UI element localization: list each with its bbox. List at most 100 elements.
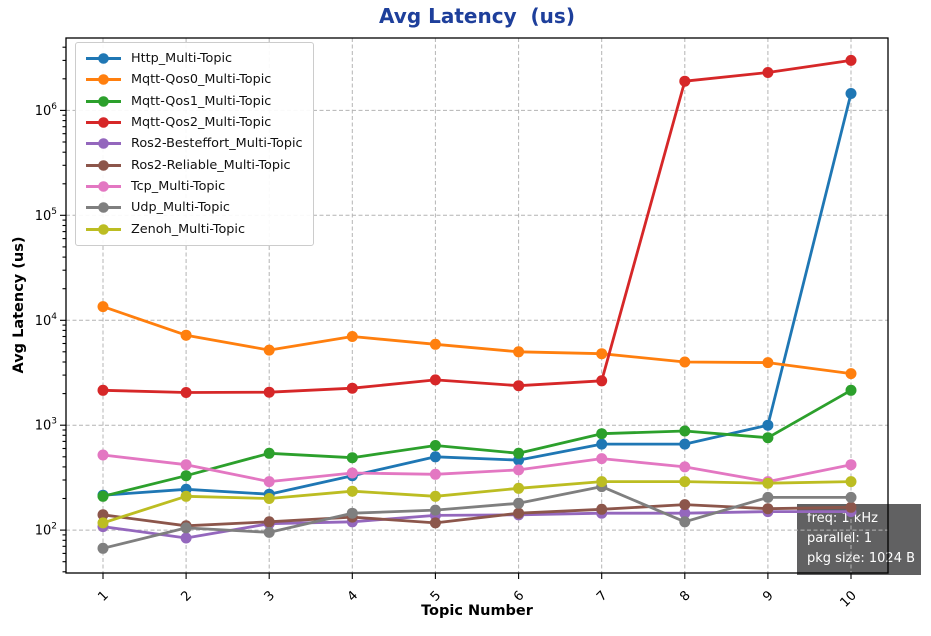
- legend-item-Udp_Multi-Topic: Udp_Multi-Topic: [85, 197, 303, 218]
- series-line: [102, 59, 852, 394]
- legend-item-Ros2-Besteffort_Multi-Topic: Ros2-Besteffort_Multi-Topic: [85, 133, 303, 154]
- data-point-marker: [596, 438, 608, 450]
- legend-label: Zenoh_Multi-Topic: [131, 221, 245, 237]
- legend-item-Mqtt-Qos1_Multi-Topic: Mqtt-Qos1_Multi-Topic: [85, 91, 303, 112]
- data-point-marker: [97, 509, 109, 521]
- series-line: [102, 453, 852, 484]
- plot-border: [65, 37, 889, 574]
- data-point-marker: [346, 331, 358, 342]
- data-point-marker: [180, 459, 192, 471]
- legend-line-marker-icon: [86, 159, 121, 171]
- data-point-marker: [97, 517, 109, 529]
- y-tick-labels: 102 103 104 105 106: [35, 102, 58, 539]
- series-line: [102, 305, 852, 375]
- data-point-marker: [762, 419, 774, 431]
- data-point-marker: [97, 490, 109, 502]
- legend-item-Http_Multi-Topic: Http_Multi-Topic: [85, 48, 303, 69]
- series-Mqtt-Qos0_Multi-Topic: [97, 301, 857, 380]
- data-point-marker: [263, 526, 275, 538]
- legend-line-marker-icon: [86, 138, 121, 150]
- legend-item-Zenoh_Multi-Topic: Zenoh_Multi-Topic: [85, 218, 303, 239]
- data-point-marker: [679, 507, 691, 519]
- annotation-line-parallel: parallel: 1: [807, 531, 873, 546]
- x-axis-title: Topic Number: [421, 603, 533, 619]
- data-point-marker: [679, 75, 691, 87]
- series-Udp_Multi-Topic: [97, 481, 857, 554]
- data-point-marker: [263, 493, 275, 504]
- svg-text:104: 104: [35, 312, 58, 329]
- data-point-marker: [596, 453, 608, 465]
- data-point-marker: [429, 338, 441, 350]
- series-Mqtt-Qos1_Multi-Topic: [97, 384, 857, 502]
- data-point-marker: [679, 356, 691, 368]
- legend-label: Mqtt-Qos1_Multi-Topic: [131, 93, 272, 109]
- svg-text:105: 105: [35, 207, 57, 224]
- data-point-marker: [845, 384, 857, 396]
- legend-item-Ros2-Reliable_Multi-Topic: Ros2-Reliable_Multi-Topic: [85, 154, 303, 175]
- data-point-marker: [513, 464, 525, 476]
- data-point-marker: [513, 497, 525, 509]
- data-point-marker: [513, 482, 525, 494]
- data-point-marker: [679, 425, 691, 437]
- data-point-marker: [596, 476, 608, 488]
- data-point-marker: [845, 88, 857, 99]
- annotation-line-freq: freq: 1 kHz: [807, 511, 878, 526]
- series-line: [102, 503, 852, 528]
- data-point-marker: [263, 447, 275, 459]
- data-point-marker: [679, 516, 691, 528]
- data-point-marker: [263, 344, 275, 356]
- legend-line-marker-icon: [86, 74, 121, 86]
- data-point-marker: [97, 384, 109, 396]
- data-point-marker: [429, 374, 441, 386]
- data-point-marker: [97, 542, 109, 554]
- data-point-marker: [513, 447, 525, 459]
- chart-title: Avg Latency (us): [379, 4, 575, 28]
- legend-line-marker-icon: [86, 53, 121, 64]
- data-point-marker: [429, 490, 441, 502]
- legend-item-Mqtt-Qos0_Multi-Topic: Mqtt-Qos0_Multi-Topic: [85, 69, 303, 90]
- data-point-marker: [762, 357, 774, 369]
- legend-line-marker-icon: [86, 223, 121, 235]
- data-point-marker: [346, 507, 358, 519]
- legend-line-marker-icon: [86, 202, 121, 214]
- series-line: [102, 485, 851, 550]
- data-point-marker: [762, 477, 774, 489]
- legend-line-marker-icon: [86, 117, 121, 128]
- series-Tcp_Multi-Topic: [97, 449, 857, 488]
- svg-text:103: 103: [35, 417, 57, 434]
- legend-label: Ros2-Besteffort_Multi-Topic: [131, 136, 303, 152]
- data-point-marker: [762, 491, 774, 503]
- data-point-marker: [679, 461, 691, 473]
- data-point-marker: [346, 452, 358, 464]
- y-axis-title: Avg Latency (us): [11, 236, 27, 374]
- data-point-marker: [679, 438, 691, 450]
- data-point-marker: [596, 375, 608, 387]
- data-point-marker: [429, 504, 441, 516]
- legend-label: Udp_Multi-Topic: [131, 200, 230, 216]
- data-point-marker: [845, 476, 857, 488]
- data-point-marker: [762, 67, 774, 78]
- data-point-marker: [429, 517, 441, 529]
- data-point-marker: [596, 503, 608, 515]
- series-Zenoh_Multi-Topic: [97, 476, 857, 529]
- data-point-marker: [845, 54, 857, 66]
- data-point-marker: [845, 501, 857, 513]
- series-line: [102, 480, 852, 525]
- svg-text:102: 102: [35, 522, 57, 539]
- legend-item-Tcp_Multi-Topic: Tcp_Multi-Topic: [85, 176, 303, 197]
- svg-text:106: 106: [35, 102, 58, 119]
- data-point-marker: [513, 507, 525, 519]
- legend-label: Http_Multi-Topic: [131, 51, 233, 67]
- data-point-marker: [429, 440, 441, 451]
- data-point-marker: [180, 387, 192, 398]
- legend-item-Mqtt-Qos2_Multi-Topic: Mqtt-Qos2_Multi-Topic: [85, 112, 303, 133]
- data-point-marker: [845, 368, 857, 380]
- data-point-marker: [263, 516, 275, 528]
- legend-line-marker-icon: [86, 95, 121, 107]
- annotation-box: freq: 1 kHz parallel: 1 pkg size: 1024 B: [797, 504, 921, 575]
- data-point-marker: [845, 491, 857, 503]
- data-point-marker: [429, 451, 441, 463]
- data-point-marker: [180, 490, 192, 502]
- data-point-marker: [762, 432, 774, 444]
